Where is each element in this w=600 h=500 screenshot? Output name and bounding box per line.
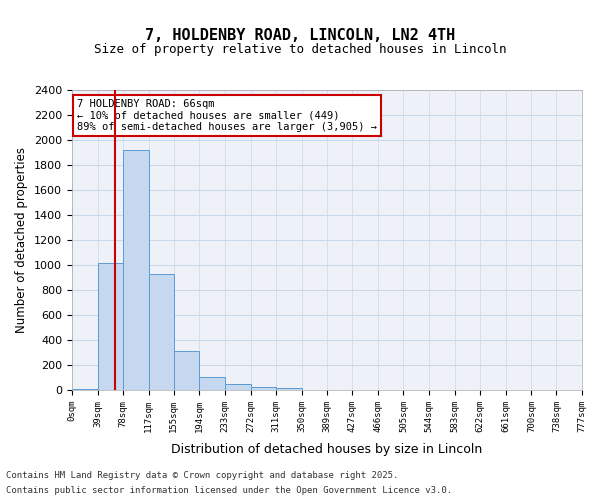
- X-axis label: Distribution of detached houses by size in Lincoln: Distribution of detached houses by size …: [172, 443, 482, 456]
- Bar: [72, 389, 98, 390]
- Text: Contains HM Land Registry data © Crown copyright and database right 2025.: Contains HM Land Registry data © Crown c…: [6, 471, 398, 480]
- Bar: [123, 150, 149, 390]
- Bar: [98, 262, 123, 390]
- Bar: [149, 274, 175, 390]
- Bar: [174, 351, 199, 390]
- Bar: [251, 387, 276, 390]
- Bar: [225, 384, 251, 390]
- Bar: [199, 377, 225, 390]
- Text: Size of property relative to detached houses in Lincoln: Size of property relative to detached ho…: [94, 42, 506, 56]
- Bar: [276, 388, 302, 390]
- Text: Contains public sector information licensed under the Open Government Licence v3: Contains public sector information licen…: [6, 486, 452, 495]
- Text: 7 HOLDENBY ROAD: 66sqm
← 10% of detached houses are smaller (449)
89% of semi-de: 7 HOLDENBY ROAD: 66sqm ← 10% of detached…: [77, 99, 377, 132]
- Y-axis label: Number of detached properties: Number of detached properties: [16, 147, 28, 333]
- Text: 7, HOLDENBY ROAD, LINCOLN, LN2 4TH: 7, HOLDENBY ROAD, LINCOLN, LN2 4TH: [145, 28, 455, 42]
